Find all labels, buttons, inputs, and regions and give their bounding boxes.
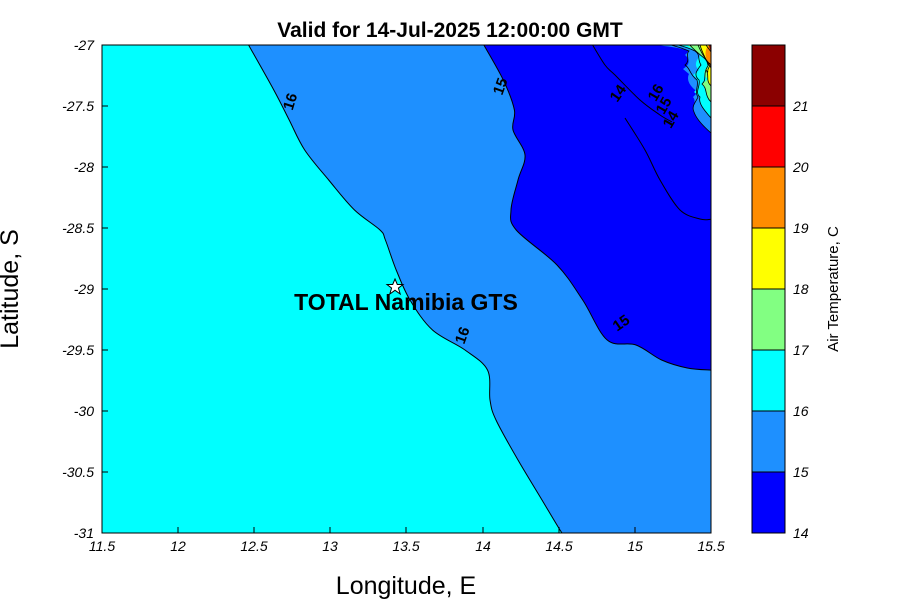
svg-text:12: 12 [170,538,186,554]
svg-text:13.5: 13.5 [392,538,419,554]
svg-text:-30: -30 [74,403,94,419]
svg-text:12.5: 12.5 [240,538,267,554]
svg-text:21: 21 [792,98,809,114]
svg-text:15: 15 [627,538,643,554]
svg-text:16: 16 [793,403,809,419]
svg-text:14: 14 [793,525,809,541]
svg-text:-28: -28 [74,159,94,175]
svg-text:17: 17 [793,342,810,358]
svg-text:-31: -31 [74,525,94,541]
svg-text:-27.5: -27.5 [62,98,94,114]
svg-text:15: 15 [793,464,809,480]
svg-text:Valid for 14-Jul-2025 12:00:00: Valid for 14-Jul-2025 12:00:00 GMT [277,19,623,42]
svg-text:19: 19 [793,220,809,236]
svg-text:-27: -27 [74,37,95,53]
svg-text:-28.5: -28.5 [62,220,94,236]
svg-text:Air Temperature, C: Air Temperature, C [825,226,842,352]
svg-text:TOTAL Namibia GTS: TOTAL Namibia GTS [294,289,518,315]
svg-text:-29.5: -29.5 [62,342,94,358]
svg-text:14.5: 14.5 [545,538,572,554]
svg-text:-30.5: -30.5 [62,464,94,480]
svg-text:13: 13 [322,538,338,554]
svg-text:20: 20 [792,159,809,175]
svg-text:14: 14 [475,538,491,554]
svg-text:-29: -29 [74,281,94,297]
svg-text:18: 18 [793,281,809,297]
svg-text:Latitude, S: Latitude, S [0,229,24,349]
svg-text:Longitude, E: Longitude, E [336,572,476,600]
svg-text:15.5: 15.5 [697,538,724,554]
